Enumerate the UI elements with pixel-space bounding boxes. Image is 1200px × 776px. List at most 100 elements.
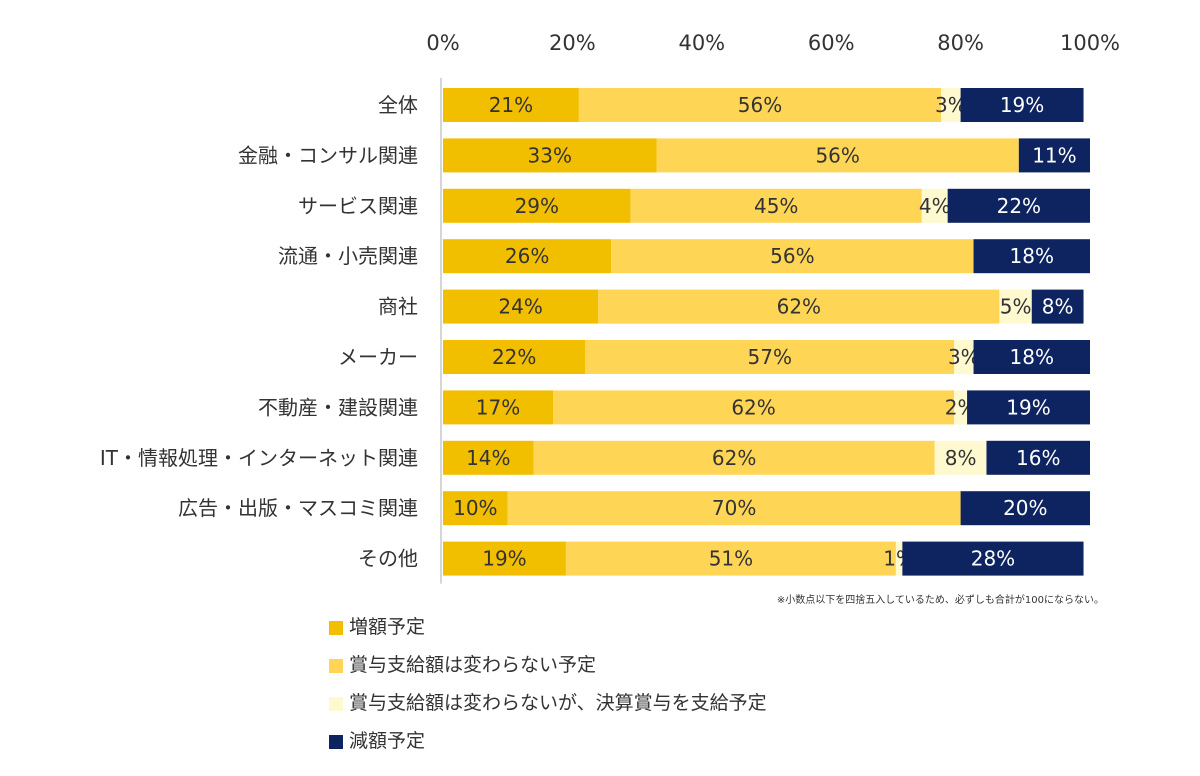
data-label: 19% — [1000, 93, 1044, 117]
data-label: 4% — [919, 194, 951, 218]
bar-segment — [954, 340, 974, 374]
data-label: 62% — [712, 446, 756, 470]
data-label: 62% — [777, 295, 821, 319]
data-label: 51% — [709, 547, 753, 571]
bar-segment — [611, 239, 974, 274]
x-tick-label: 0% — [426, 31, 459, 55]
bar-segment — [443, 239, 612, 274]
data-label: 62% — [731, 395, 775, 419]
data-label: 19% — [482, 547, 526, 571]
bar-segment — [967, 390, 1090, 425]
category-label: サービス関連 — [298, 194, 418, 218]
x-tick-label: 40% — [678, 31, 725, 55]
data-label: 18% — [1010, 345, 1054, 369]
data-label: 18% — [1010, 244, 1054, 268]
data-label: 33% — [528, 143, 572, 167]
bar-segment — [552, 390, 955, 425]
bar-segment — [1018, 138, 1090, 173]
x-tick-label: 60% — [808, 31, 855, 55]
data-label: 14% — [466, 446, 510, 470]
bar-segment — [630, 188, 922, 223]
category-label: 広告・出版・マスコミ関連 — [178, 496, 418, 520]
data-label: 10% — [453, 496, 497, 520]
category-label: 金融・コンサル関連 — [238, 143, 418, 167]
category-label: 全体 — [378, 93, 418, 117]
data-label: 28% — [971, 547, 1015, 571]
data-label: 17% — [476, 395, 520, 419]
legend-label: 賞与支給額は変わらないが、決算賞与を支給予定 — [349, 691, 767, 714]
x-tick-label: 20% — [549, 31, 596, 55]
bars: 21% 56% 3% 19%33% 56% 11%29% 45% 4% 22%26% 56% 18%… — [443, 88, 1090, 576]
bar-segment — [443, 88, 579, 122]
bar-segment — [902, 541, 1084, 576]
bar-segment — [895, 541, 903, 576]
bar-segment — [578, 88, 942, 122]
data-label: 26% — [505, 244, 549, 268]
data-label: 56% — [738, 93, 782, 117]
data-label: 57% — [748, 345, 792, 369]
data-label: 70% — [712, 496, 756, 520]
bar-segment — [507, 491, 961, 526]
data-label: 24% — [498, 295, 542, 319]
bar-segment — [565, 541, 896, 576]
bar-segment — [443, 188, 631, 223]
data-label: 8% — [945, 446, 977, 470]
legend-label: 賞与支給額は変わらない予定 — [349, 653, 597, 676]
legend: 増額予定 賞与支給額は変わらない予定 賞与支給額は変わらないが、決算賞与を支給予… — [329, 606, 767, 758]
data-label: 56% — [815, 143, 859, 167]
category-label: 流通・小売関連 — [278, 244, 418, 268]
data-label: 45% — [754, 194, 798, 218]
x-tick-label: 100% — [1060, 31, 1120, 55]
legend-item: 賞与支給額は変わらない予定 — [329, 644, 767, 682]
data-label: 5% — [1000, 295, 1032, 319]
bar-segment — [973, 239, 1090, 274]
legend-item: 賞与支給額は変わらないが、決算賞与を支給予定 — [329, 682, 767, 720]
legend-swatch — [329, 621, 343, 635]
legend-label: 増額予定 — [349, 615, 426, 638]
legend-item: 減額予定 — [329, 720, 767, 758]
legend-swatch — [329, 735, 343, 749]
legend-item: 増額予定 — [329, 606, 767, 644]
bar-segment — [947, 188, 1090, 223]
bar-segment — [954, 390, 968, 425]
bar-segment — [598, 289, 1000, 324]
x-axis-ticks: 0% 20% 40% 60% 80% 100% — [426, 31, 1120, 55]
bar-segment — [443, 289, 599, 324]
bar-segment — [941, 88, 961, 122]
bar-segment — [443, 340, 586, 374]
bar-segment — [443, 138, 657, 173]
bar-segment — [443, 390, 553, 425]
category-label: その他 — [358, 547, 418, 571]
category-label: IT・情報処理・インターネット関連 — [100, 446, 418, 470]
bar-segment — [443, 491, 508, 526]
category-label: メーカー — [338, 345, 418, 369]
data-label: 19% — [1006, 395, 1050, 419]
data-label: 16% — [1016, 446, 1060, 470]
category-label: 商社 — [378, 295, 418, 319]
legend-swatch — [329, 659, 343, 673]
bar-segment — [999, 289, 1032, 324]
footnote: ※小数点以下を四捨五入しているため、必ずしも合計が100にならない。 — [776, 595, 1104, 606]
bar-segment — [986, 440, 1090, 475]
data-label: 22% — [492, 345, 536, 369]
bar-segment — [656, 138, 1019, 173]
data-label: 8% — [1042, 295, 1074, 319]
category-label: 不動産・建設関連 — [258, 395, 418, 419]
bar-segment — [1031, 289, 1084, 324]
data-label: 21% — [489, 93, 533, 117]
bar-segment — [533, 440, 935, 475]
data-label: 29% — [515, 194, 559, 218]
data-label: 56% — [770, 244, 814, 268]
legend-label: 減額予定 — [349, 729, 426, 752]
bar-segment — [973, 340, 1090, 374]
x-tick-label: 80% — [937, 31, 984, 55]
bar-segment — [960, 491, 1090, 526]
bar-segment — [921, 188, 948, 223]
stacked-bar-chart: 0% 20% 40% 60% 80% 100% 全体金融・コンサル関連サービス関連流通・小… — [100, 31, 1120, 584]
bar-segment — [443, 440, 534, 475]
data-label: 20% — [1003, 496, 1047, 520]
bar-segment — [585, 340, 955, 374]
data-label: 11% — [1032, 143, 1076, 167]
bar-segment — [443, 541, 566, 576]
bar-segment — [934, 440, 987, 475]
